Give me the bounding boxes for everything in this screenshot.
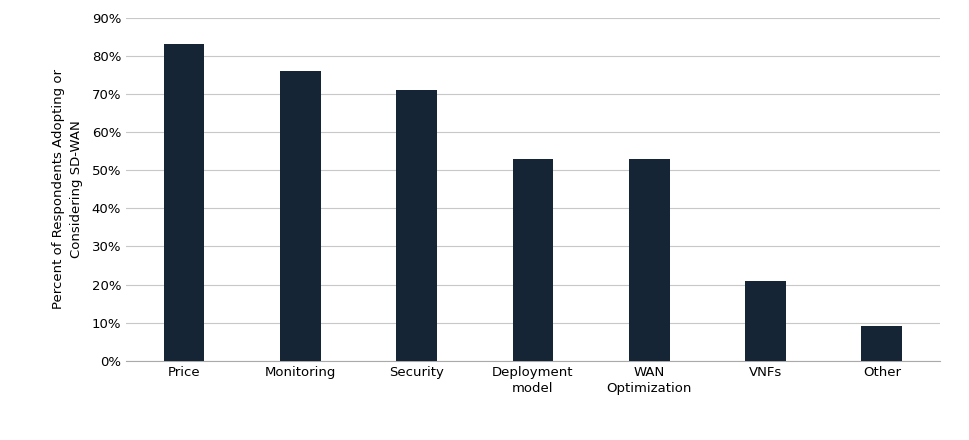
Bar: [745, 281, 786, 361]
Bar: [164, 44, 204, 361]
Bar: [629, 159, 670, 361]
Y-axis label: Percent of Respondents Adopting or
Considering SD-WAN: Percent of Respondents Adopting or Consi…: [52, 69, 83, 309]
Bar: [396, 90, 437, 361]
Bar: [861, 326, 902, 361]
Bar: [280, 71, 321, 361]
Bar: [513, 159, 553, 361]
